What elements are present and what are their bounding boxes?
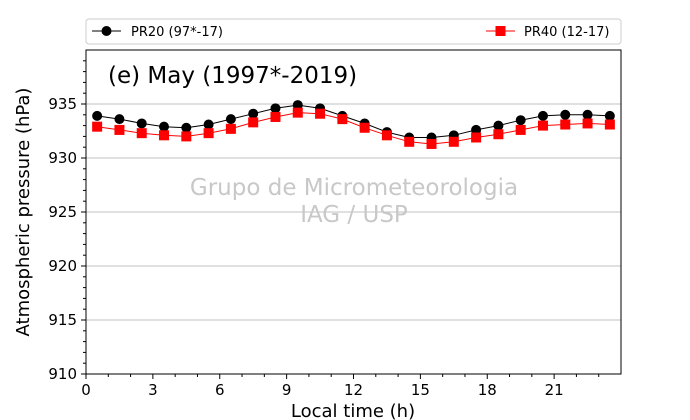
x-tick-label: 9 [282,381,292,399]
x-tick-label: 12 [344,381,363,399]
series-2-point [404,136,415,147]
series-2-point [159,130,170,141]
series-2-point [248,117,259,128]
series-2-point [225,123,236,134]
series-2-point [136,128,147,139]
series-2-point [515,124,526,135]
series-line-1 [97,104,610,138]
series-2-point [381,130,392,141]
grid-lines [86,103,621,321]
legend-marker-2 [495,26,506,36]
series-2-point [270,111,281,122]
series-2-point [181,131,192,142]
series-1-point [493,120,504,131]
series-1-point [560,109,571,120]
series-1-point [582,109,593,120]
series [92,100,615,149]
panel-title: (e) May (1997*-2019) [108,63,357,89]
series-2-point [582,118,593,129]
series-2-point [114,124,125,135]
y-tick-label: 930 [48,149,77,167]
series-1-point [248,108,259,119]
series-1-point [114,114,125,125]
x-tick-label: 0 [81,381,91,399]
series-1-point [92,110,103,121]
series-2-point [359,122,370,133]
series-1-point [270,103,281,114]
y-tick-label: 910 [48,365,77,383]
series-2-point [292,107,303,118]
series-line-2 [97,112,610,145]
series-1-point [203,119,214,130]
axis-ticks: 910 915 920 925 930 935 0 3 6 9 12 15 18 21 [48,60,600,399]
series-2-point [315,108,326,119]
legend-box [85,18,622,45]
series-2-point [604,119,615,130]
series-1-point [225,114,236,125]
series-2-point [537,120,548,131]
watermark: Grupo de Micrometeorologia IAG / USP [190,175,518,228]
series-2-point [337,114,348,125]
series-1-point [515,115,526,126]
series-2-point [493,129,504,140]
x-tick-label: 18 [478,381,497,399]
y-tick-label: 925 [48,203,77,221]
series-1-point [604,110,615,121]
series-1-point [181,122,192,133]
series-2-point [426,138,437,149]
series-2-point [92,121,103,132]
legend-marker-1 [101,26,112,36]
series-1-point [537,110,548,121]
legend-label-2: PR40 (12-17) [524,25,609,40]
watermark-line-2: IAG / USP [300,202,408,228]
x-tick-label: 15 [411,381,430,399]
x-tick-label: 3 [148,381,158,399]
series-1-point [159,121,170,132]
watermark-line-1: Grupo de Micrometeorologia [190,175,518,201]
y-tick-label: 915 [48,311,77,329]
series-2-point [203,128,214,139]
x-tick-label: 6 [215,381,225,399]
y-axis-label: Atmospheric pressure (hPa) [13,88,34,337]
y-tick-label: 935 [48,95,77,113]
legend-label-1: PR20 (97*-17) [131,25,223,40]
series-2-point [471,132,482,143]
y-tick-label: 920 [48,257,77,275]
series-1-point [136,118,147,129]
x-axis-label: Local time (h) [291,401,415,420]
series-2-point [448,136,459,147]
legend: PR20 (97*-17) PR40 (12-17) [85,18,622,45]
x-tick-label: 21 [545,381,564,399]
series-2-point [560,119,571,130]
